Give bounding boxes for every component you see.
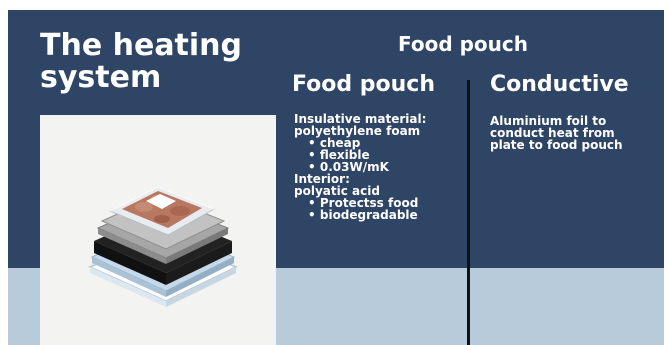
list-item: Protectss food	[308, 197, 462, 209]
material-list: cheap flexible 0.03W/mK	[294, 137, 462, 173]
conductive-column-heading: Conductive	[490, 72, 629, 97]
list-item: biodegradable	[308, 209, 462, 221]
interior-label: Interior:	[294, 172, 350, 186]
material-label: Insulative material:	[294, 112, 427, 126]
interior-list: Protectss food biodegradable	[294, 197, 462, 221]
list-item: flexible	[308, 149, 462, 161]
heating-pad-illustration	[40, 115, 276, 345]
slide: The heating system Food pouch Food pouch…	[8, 10, 664, 345]
food-pouch-details: Insulative material: polyethylene foam c…	[294, 113, 462, 221]
heating-pad-svg	[88, 186, 238, 307]
slide-title: The heating system	[40, 28, 243, 95]
list-item: 0.03W/mK	[308, 161, 462, 173]
conductive-description: Aluminium foil to conduct heat from plat…	[490, 114, 623, 152]
column-divider	[467, 80, 470, 345]
food-pouch-heading: Food pouch	[398, 32, 528, 56]
material-name: polyethylene foam	[294, 124, 421, 138]
food-pouch-column-heading: Food pouch	[292, 72, 435, 97]
interior-name: polyatic acid	[294, 184, 380, 198]
list-item: cheap	[308, 137, 462, 149]
